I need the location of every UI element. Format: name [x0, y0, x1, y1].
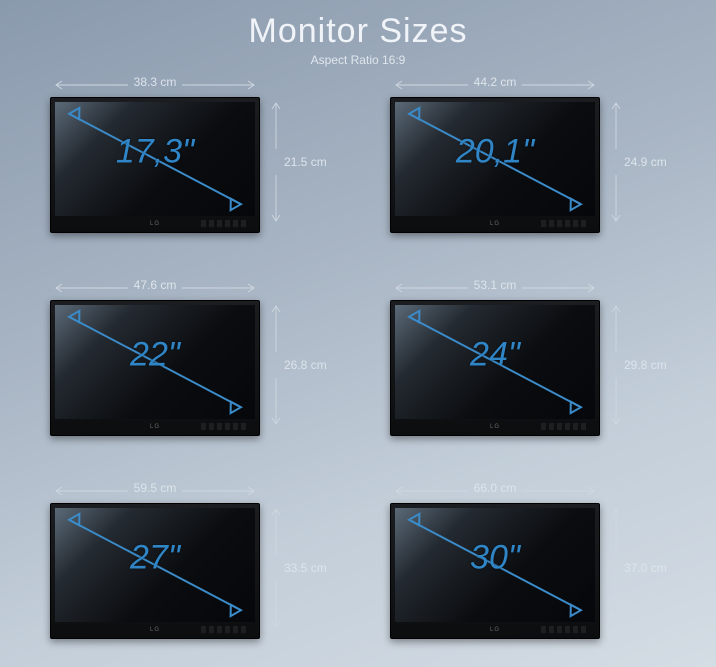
width-dimension: 59.5 cm [50, 481, 260, 499]
height-label: 21.5 cm [284, 155, 327, 169]
monitor-brand: LG [395, 421, 595, 432]
width-dimension: 47.6 cm [50, 278, 260, 296]
monitor-screen: 27" [55, 508, 255, 622]
monitor-screen: 24" [395, 305, 595, 419]
width-label: 59.5 cm [134, 481, 177, 495]
height-dimension: 29.8 cm [608, 300, 668, 430]
diagonal-label: 17,3" [116, 133, 194, 172]
monitor-cell: 38.3 cm 21.5 cm 17,3" [50, 75, 330, 250]
height-dimension: 33.5 cm [268, 503, 328, 633]
monitor-brand: LG [55, 624, 255, 635]
height-dimension: 21.5 cm [268, 97, 328, 227]
diagonal-label: 30" [470, 539, 520, 578]
monitor-brand: LG [395, 624, 595, 635]
monitor-screen: 20,1" [395, 102, 595, 216]
infographic-page: Monitor Sizes Aspect Ratio 16:9 38.3 cm [0, 0, 716, 667]
monitor-brand: LG [395, 218, 595, 229]
height-dimension: 37.0 cm [608, 503, 668, 633]
height-label: 26.8 cm [284, 358, 327, 372]
diagonal-label: 27" [130, 539, 180, 578]
height-label: 37.0 cm [624, 561, 667, 575]
monitor-graphic: 24" LG [390, 300, 600, 436]
height-arrow-icon [270, 503, 282, 633]
monitor-screen: 22" [55, 305, 255, 419]
height-arrow-icon [270, 97, 282, 227]
width-label: 53.1 cm [474, 278, 517, 292]
width-dimension: 66.0 cm [390, 481, 600, 499]
monitor-cell: 44.2 cm 24.9 cm 20,1" LG [390, 75, 670, 250]
monitor-brand: LG [55, 218, 255, 229]
height-arrow-icon [610, 300, 622, 430]
height-arrow-icon [610, 503, 622, 633]
width-label: 38.3 cm [134, 75, 177, 89]
height-dimension: 24.9 cm [608, 97, 668, 227]
monitor-grid: 38.3 cm 21.5 cm 17,3" [20, 75, 696, 656]
monitor-cell: 66.0 cm 37.0 cm 30" LG [390, 481, 670, 656]
height-arrow-icon [610, 97, 622, 227]
width-dimension: 53.1 cm [390, 278, 600, 296]
monitor-brand: LG [55, 421, 255, 432]
width-dimension: 38.3 cm [50, 75, 260, 93]
height-dimension: 26.8 cm [268, 300, 328, 430]
page-subtitle: Aspect Ratio 16:9 [20, 53, 696, 67]
monitor-graphic: 22" LG [50, 300, 260, 436]
monitor-graphic: 20,1" LG [390, 97, 600, 233]
monitor-screen: 30" [395, 508, 595, 622]
width-label: 47.6 cm [134, 278, 177, 292]
height-label: 29.8 cm [624, 358, 667, 372]
width-label: 44.2 cm [474, 75, 517, 89]
height-label: 24.9 cm [624, 155, 667, 169]
monitor-cell: 53.1 cm 29.8 cm 24" LG [390, 278, 670, 453]
monitor-graphic: 30" LG [390, 503, 600, 639]
height-arrow-icon [270, 300, 282, 430]
page-title: Monitor Sizes [20, 12, 696, 51]
monitor-screen: 17,3" [55, 102, 255, 216]
width-dimension: 44.2 cm [390, 75, 600, 93]
diagonal-label: 20,1" [456, 133, 534, 172]
width-label: 66.0 cm [474, 481, 517, 495]
height-label: 33.5 cm [284, 561, 327, 575]
monitor-cell: 47.6 cm 26.8 cm 22" LG [50, 278, 330, 453]
diagonal-label: 22" [130, 336, 180, 375]
diagonal-label: 24" [470, 336, 520, 375]
monitor-graphic: 27" LG [50, 503, 260, 639]
monitor-graphic: 17,3" LG [50, 97, 260, 233]
monitor-cell: 59.5 cm 33.5 cm 27" LG [50, 481, 330, 656]
